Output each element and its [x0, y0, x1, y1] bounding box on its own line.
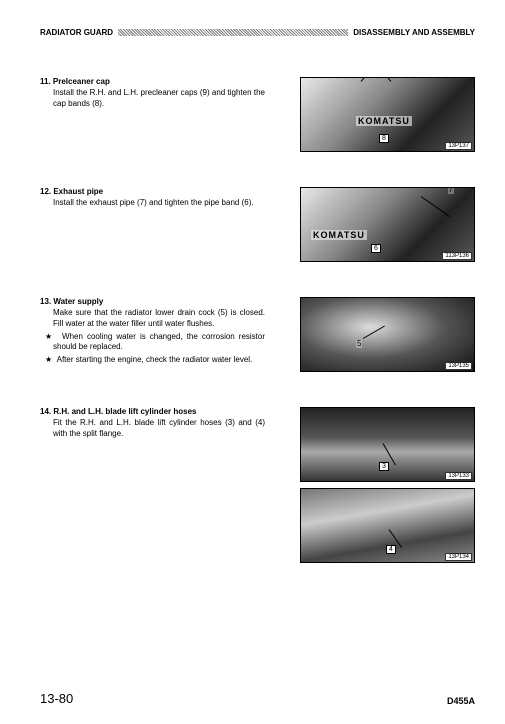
step-note: ★ After starting the engine, check the r…: [53, 355, 265, 366]
step-text: 12. Exhaust pipe Install the exhaust pipe…: [40, 187, 275, 277]
step: 14. R.H. and L.H. blade lift cylinder ho…: [40, 407, 475, 563]
step-title: R.H. and L.H. blade lift cylinder hoses: [53, 407, 196, 416]
figure-tag: 13P134: [445, 553, 472, 561]
header-divider: [118, 29, 348, 36]
step: 11. Prelceaner cap Install the R.H. and L…: [40, 77, 475, 167]
step-number: 14.: [40, 407, 53, 416]
step-title: Water supply: [53, 297, 103, 306]
figure-column: 13P133 3 13P134 4: [275, 407, 475, 563]
step: 13. Water supply Make sure that the radia…: [40, 297, 475, 387]
step-body: Make sure that the radiator lower drain …: [53, 308, 265, 330]
step-text: 13. Water supply Make sure that the radia…: [40, 297, 275, 387]
callout-box: 4: [386, 545, 396, 554]
model-code: D455A: [447, 696, 475, 706]
step-body: Install the exhaust pipe (7) and tighten…: [53, 198, 265, 209]
step: 12. Exhaust pipe Install the exhaust pipe…: [40, 187, 475, 277]
figure-tag: 13P133: [445, 472, 472, 480]
step-number: 11.: [40, 77, 53, 86]
figure: KOMATSU13P13798: [300, 77, 475, 152]
step-note: ★ When cooling water is changed, the cor…: [53, 332, 265, 354]
callout-line: [363, 326, 385, 339]
step-body: Fit the R.H. and L.H. blade lift cylinde…: [53, 418, 265, 440]
callout-line: [421, 196, 450, 217]
callout-box: 3: [379, 462, 389, 471]
callout-line: [361, 77, 378, 82]
figure-brand: KOMATSU: [356, 116, 412, 126]
page-header: RADIATOR GUARD DISASSEMBLY AND ASSEMBLY: [40, 28, 475, 37]
steps-container: 11. Prelceaner cap Install the R.H. and L…: [40, 77, 475, 563]
figure-tag: 13P135: [445, 362, 472, 370]
figure: KOMATSU 113P136 7 6: [300, 187, 475, 262]
step-number: 12.: [40, 187, 53, 196]
figure: 13P135 5: [300, 297, 475, 372]
step-title: Exhaust pipe: [53, 187, 103, 196]
step-body: Install the R.H. and L.H. precleaner cap…: [53, 88, 265, 110]
callout-box: 8: [379, 134, 389, 143]
header-right: DISASSEMBLY AND ASSEMBLY: [353, 28, 475, 37]
step-number: 13.: [40, 297, 53, 306]
figure-column: 13P135 5: [275, 297, 475, 387]
callout-line: [375, 77, 392, 82]
page-number: 13-80: [40, 691, 73, 706]
page-footer: 13-80 D455A: [40, 691, 475, 706]
step-text: 14. R.H. and L.H. blade lift cylinder ho…: [40, 407, 275, 563]
figure-brand: KOMATSU: [311, 230, 367, 240]
header-left: RADIATOR GUARD: [40, 28, 113, 37]
step-text: 11. Prelceaner cap Install the R.H. and L…: [40, 77, 275, 167]
figure: 13P133 3: [300, 407, 475, 482]
step-title: Prelceaner cap: [53, 77, 110, 86]
callout-box: 6: [371, 244, 381, 253]
figure-column: KOMATSU 113P136 7 6: [275, 187, 475, 277]
figure: 13P134 4: [300, 488, 475, 563]
callout-number: 7: [448, 187, 454, 194]
figure-column: KOMATSU13P13798: [275, 77, 475, 167]
callout-number: 5: [356, 340, 362, 348]
figure-tag: 13P137: [445, 142, 472, 150]
figure-tag: 113P136: [442, 252, 472, 260]
